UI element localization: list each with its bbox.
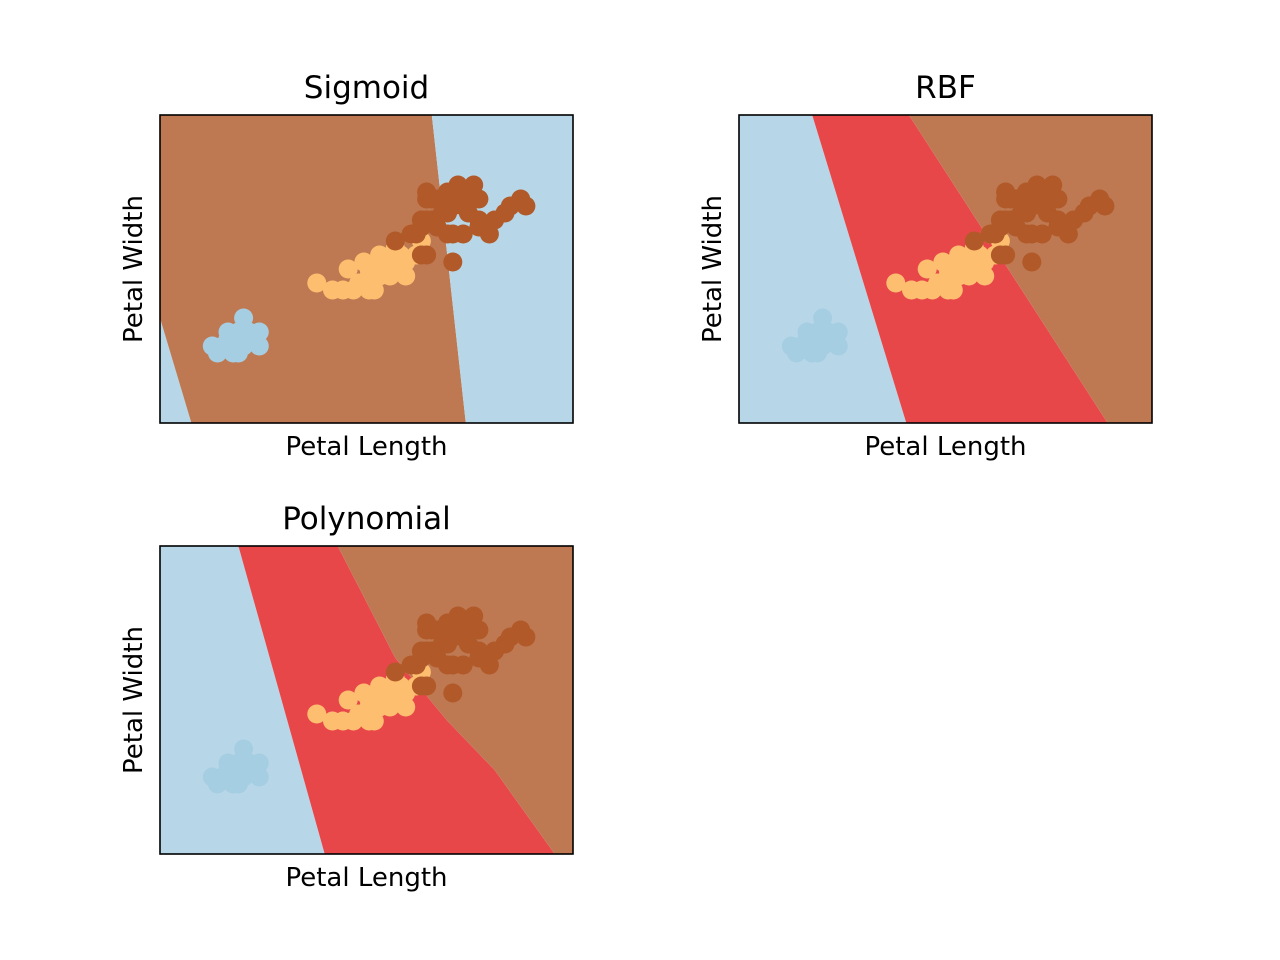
plot-area [739, 115, 1152, 423]
x-axis-label: Petal Length [864, 432, 1026, 462]
scatter-point-class-1 [396, 266, 416, 286]
scatter-point-class-2 [469, 641, 489, 661]
scatter-point-class-2 [385, 662, 405, 682]
scatter-point-class-2 [516, 627, 536, 647]
axes-frame [738, 114, 1153, 424]
scatter-point-class-2 [964, 231, 984, 251]
scatter-point-class-1 [359, 697, 379, 717]
scatter-point-class-0 [218, 753, 238, 773]
scatter-point-class-1 [886, 273, 906, 293]
subplot-rbf: RBF Petal Length Petal Width [698, 70, 1153, 462]
y-axis-label: Petal Width [698, 195, 728, 343]
scatter-point-class-1 [307, 704, 327, 724]
scatter-point-class-2 [990, 245, 1010, 265]
scatter-point-class-2 [443, 683, 463, 703]
scatter-point-class-1 [375, 683, 395, 703]
scatter-point-class-0 [813, 322, 833, 342]
scatter-point-class-0 [202, 767, 222, 787]
scatter-point-class-0 [218, 322, 238, 342]
scatter-point-class-1 [307, 273, 327, 293]
scatter-point-class-2 [1017, 224, 1036, 244]
decision-region-class-0 [739, 115, 907, 423]
scatter-point-class-2 [453, 182, 473, 202]
scatter-point-class-2 [1064, 210, 1084, 230]
scatter-point-class-2 [1017, 182, 1036, 202]
scatter-point-class-2 [990, 217, 1010, 237]
scatter-point-class-2 [485, 641, 505, 661]
scatter-point-class-0 [797, 322, 817, 342]
scatter-point-class-2 [385, 231, 405, 251]
scatter-point-class-2 [422, 620, 442, 640]
scatter-point-class-0 [234, 308, 254, 328]
scatter-point-class-2 [438, 613, 457, 633]
subplot-polynomial: Polynomial Petal Length Petal Width [119, 501, 574, 893]
subplot-sigmoid: Sigmoid Petal Length Petal Width [119, 70, 574, 462]
scatter-point-class-0 [234, 739, 254, 759]
scatter-point-class-2 [438, 182, 457, 202]
scatter-point-class-0 [202, 336, 222, 356]
subplot-title: Sigmoid [304, 70, 429, 106]
scatter-point-class-1 [359, 266, 379, 286]
plot-area [160, 115, 573, 423]
scatter-point-class-2 [443, 252, 463, 272]
x-axis-label: Petal Length [285, 863, 447, 893]
x-axis-label: Petal Length [285, 432, 447, 462]
scatter-point-class-1 [375, 252, 395, 272]
scatter-point-class-1 [938, 266, 958, 286]
subplot-title: Polynomial [282, 501, 451, 537]
scatter-point-class-0 [234, 753, 254, 773]
scatter-point-class-1 [975, 266, 995, 286]
scatter-point-class-0 [813, 308, 833, 328]
scatter-point-class-0 [234, 322, 254, 342]
scatter-point-class-2 [1022, 252, 1042, 272]
scatter-point-class-2 [438, 224, 457, 244]
scatter-point-class-1 [338, 259, 358, 279]
subplot-title: RBF [915, 70, 976, 106]
decision-region-class-0 [160, 546, 325, 854]
scatter-point-class-2 [411, 217, 431, 237]
y-axis-label: Petal Width [119, 195, 149, 343]
y-axis-label: Petal Width [119, 626, 149, 774]
scatter-point-class-0 [781, 336, 801, 356]
scatter-point-class-2 [411, 245, 431, 265]
decision-region-class-2 [160, 115, 466, 423]
scatter-point-class-2 [469, 210, 489, 230]
scatter-point-class-2 [1048, 210, 1068, 230]
scatter-point-class-2 [411, 648, 431, 668]
scatter-point-class-1 [396, 697, 416, 717]
axes-frame [159, 545, 574, 855]
scatter-point-class-2 [438, 655, 457, 675]
scatter-point-class-2 [422, 189, 442, 209]
scatter-point-class-2 [1001, 189, 1021, 209]
scatter-point-class-1 [954, 252, 974, 272]
scatter-point-class-0 [828, 336, 848, 356]
scatter-point-class-2 [1032, 182, 1052, 202]
axes-frame [159, 114, 574, 424]
scatter-point-class-2 [516, 196, 536, 216]
scatter-point-class-1 [917, 259, 937, 279]
scatter-point-class-2 [453, 613, 473, 633]
scatter-point-class-1 [338, 690, 358, 710]
scatter-point-class-2 [411, 676, 431, 696]
scatter-point-class-0 [249, 767, 269, 787]
plot-area [160, 546, 573, 854]
scatter-point-class-0 [249, 336, 269, 356]
scatter-point-class-2 [485, 210, 505, 230]
scatter-point-class-2 [1095, 196, 1115, 216]
